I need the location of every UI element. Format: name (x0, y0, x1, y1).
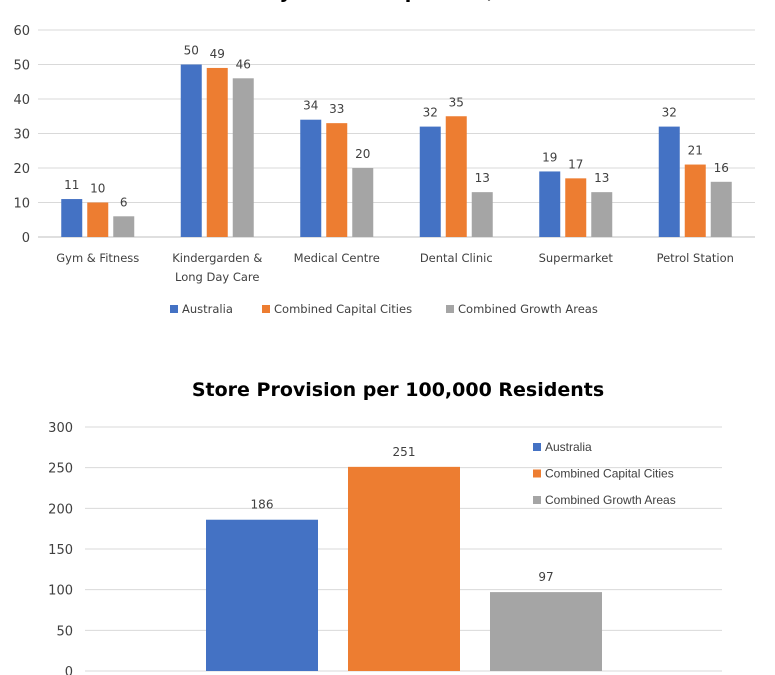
bar-combined-capital-cities (206, 67, 228, 237)
data-label: 186 (251, 498, 274, 512)
data-label: 19 (542, 150, 557, 164)
bar-australia (206, 519, 318, 671)
y-tick-label: 150 (48, 543, 73, 558)
y-tick-label: 10 (13, 197, 30, 212)
legend-swatch (262, 305, 270, 313)
bar-australia (539, 171, 561, 237)
y-tick-label: 50 (13, 59, 30, 74)
data-label: 97 (538, 570, 553, 584)
x-tick-label: Dental Clinic (420, 251, 493, 265)
bar-combined-growth-areas (710, 181, 732, 237)
y-tick-label: 0 (22, 231, 30, 246)
x-tick-label: Supermarket (539, 251, 614, 265)
data-label: 251 (393, 445, 416, 459)
y-tick-label: 250 (48, 462, 73, 477)
data-label: 21 (688, 144, 703, 158)
y-tick-label: 30 (13, 128, 30, 143)
bar-combined-capital-cities (87, 202, 109, 237)
bar-combined-growth-areas (471, 192, 493, 237)
data-label: 50 (184, 44, 199, 58)
bar-combined-growth-areas (352, 168, 374, 237)
data-label: 11 (64, 178, 79, 192)
y-tick-label: 60 (13, 24, 30, 39)
bar-combined-capital-cities (348, 466, 460, 671)
x-tick-label: Petrol Station (657, 251, 734, 265)
data-label: 35 (449, 95, 464, 109)
y-tick-label: 200 (48, 502, 73, 517)
data-label: 17 (568, 157, 583, 171)
bar-combined-capital-cities (565, 178, 587, 237)
chart-title: Store/Facility Provision per 100,000 Res… (150, 0, 646, 3)
chart-title: Store Provision per 100,000 Residents (192, 379, 604, 401)
y-tick-label: 100 (48, 584, 73, 599)
legend-swatch (170, 305, 178, 313)
x-tick-label: Kindergarden & (172, 251, 262, 265)
x-tick-label: Medical Centre (294, 251, 380, 265)
x-tick-label: Long Day Care (175, 270, 259, 284)
legend-label: Combined Growth Areas (458, 302, 598, 316)
bar-australia (180, 64, 202, 237)
bar-australia (61, 199, 83, 237)
bar-combined-capital-cities (684, 164, 706, 237)
data-label: 49 (210, 47, 225, 61)
bar-australia (300, 119, 322, 237)
legend-label: Combined Capital Cities (545, 467, 674, 481)
legend-swatch (446, 305, 454, 313)
legend-swatch (533, 469, 541, 478)
y-tick-label: 20 (13, 162, 30, 177)
data-label: 32 (423, 106, 438, 120)
bar-combined-capital-cities (326, 123, 348, 237)
y-tick-label: 0 (65, 665, 73, 675)
data-label: 20 (355, 147, 370, 161)
data-label: 46 (236, 57, 251, 71)
data-label: 13 (475, 171, 490, 185)
data-label: 10 (90, 182, 105, 196)
x-tick-label: Gym & Fitness (56, 251, 139, 265)
legend-swatch (533, 496, 541, 504)
bar-combined-growth-areas (113, 216, 135, 237)
bar-combined-growth-areas (591, 192, 613, 237)
legend-label: Australia (182, 302, 233, 316)
y-tick-label: 300 (48, 421, 73, 436)
y-tick-label: 40 (13, 93, 30, 108)
bar-combined-growth-areas (490, 592, 602, 671)
data-label: 16 (714, 161, 729, 175)
y-tick-label: 50 (56, 624, 73, 639)
legend-label: Combined Growth Areas (545, 493, 676, 507)
legend-label: Combined Capital Cities (274, 302, 412, 316)
data-label: 34 (303, 99, 318, 113)
legend-label: Australia (545, 440, 592, 454)
data-label: 13 (594, 171, 609, 185)
data-label: 33 (329, 102, 344, 116)
bar-australia (419, 126, 441, 237)
bar-combined-capital-cities (445, 116, 467, 237)
bar-combined-growth-areas (232, 78, 254, 237)
legend-swatch (533, 443, 541, 451)
bar-australia (658, 126, 680, 237)
data-label: 6 (120, 195, 128, 209)
data-label: 32 (662, 106, 677, 120)
